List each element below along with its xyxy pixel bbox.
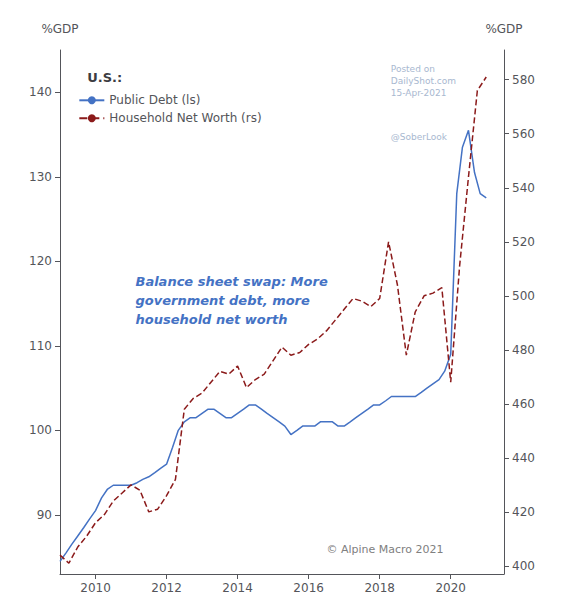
svg-text:520: 520: [512, 235, 535, 249]
svg-text:420: 420: [512, 505, 535, 519]
svg-text:Household Net Worth (rs): Household Net Worth (rs): [109, 111, 261, 125]
svg-text:household net worth: household net worth: [135, 312, 287, 327]
svg-text:110: 110: [29, 339, 52, 353]
svg-text:U.S.:: U.S.:: [87, 70, 122, 85]
svg-text:100: 100: [29, 423, 52, 437]
svg-text:130: 130: [29, 170, 52, 184]
svg-text:2016: 2016: [293, 581, 324, 595]
svg-text:Posted on: Posted on: [391, 64, 435, 74]
svg-text:Public Debt (ls): Public Debt (ls): [109, 93, 200, 107]
svg-text:2010: 2010: [80, 581, 111, 595]
svg-text:2012: 2012: [151, 581, 182, 595]
svg-text:440: 440: [512, 451, 535, 465]
svg-text:2018: 2018: [364, 581, 395, 595]
svg-text:540: 540: [512, 181, 535, 195]
svg-text:120: 120: [29, 254, 52, 268]
svg-text:15-Apr-2021: 15-Apr-2021: [391, 88, 447, 98]
svg-text:government debt, more: government debt, more: [135, 293, 310, 308]
svg-text:580: 580: [512, 73, 535, 87]
svg-text:2014: 2014: [222, 581, 253, 595]
svg-text:© Alpine Macro 2021: © Alpine Macro 2021: [326, 543, 443, 556]
svg-text:%GDP: %GDP: [41, 22, 78, 36]
svg-text:DailyShot.com: DailyShot.com: [391, 76, 456, 86]
svg-text:400: 400: [512, 559, 535, 573]
svg-text:460: 460: [512, 397, 535, 411]
svg-text:560: 560: [512, 127, 535, 141]
svg-text:%GDP: %GDP: [485, 22, 522, 36]
svg-text:2020: 2020: [435, 581, 466, 595]
svg-text:140: 140: [29, 85, 52, 99]
svg-text:@SoberLook: @SoberLook: [391, 132, 448, 142]
svg-text:Balance sheet swap: More: Balance sheet swap: More: [135, 274, 327, 289]
svg-text:500: 500: [512, 289, 535, 303]
svg-text:480: 480: [512, 343, 535, 357]
svg-text:90: 90: [37, 508, 52, 522]
